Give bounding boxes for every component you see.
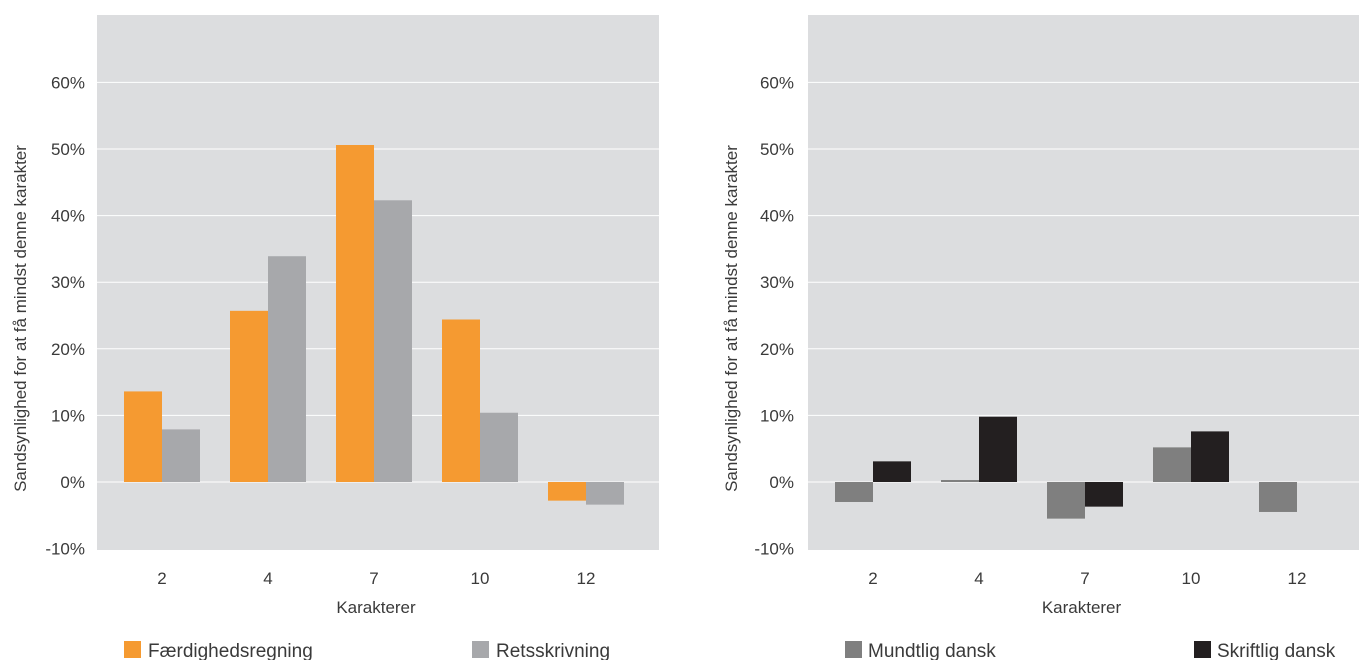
bar: [230, 310, 268, 482]
bar: [336, 145, 374, 482]
legend-label: Skriftlig dansk: [1217, 641, 1336, 660]
x-tick-label: 2: [868, 569, 877, 588]
x-tick-label: 7: [369, 569, 378, 588]
y-axis-title: Sandsynlighed for at få mindst denne kar…: [722, 145, 741, 492]
y-tick-label: -10%: [754, 540, 794, 559]
x-tick-label: 12: [1288, 569, 1307, 588]
y-tick-label: 50%: [51, 140, 85, 159]
chart-2: -10% 0% 10% 20% 30% 40% 50% 60% 2 4 7 10 12 Karaktere…: [722, 15, 1359, 660]
y-tick-label: 10%: [760, 406, 794, 425]
x-tick-label: 2: [157, 569, 166, 588]
y-tick-label: 40%: [760, 207, 794, 226]
bar: [442, 319, 480, 482]
x-tick-label: 10: [471, 569, 490, 588]
y-tick-label: 40%: [51, 207, 85, 226]
legend-swatch: [472, 641, 489, 658]
bar: [480, 412, 518, 482]
bar: [873, 461, 911, 482]
y-tick-label: 0%: [769, 473, 794, 492]
y-tick-label: -10%: [45, 540, 85, 559]
x-tick-label: 7: [1080, 569, 1089, 588]
y-tick-label: 20%: [760, 340, 794, 359]
y-tick-label: 0%: [60, 473, 85, 492]
bar: [979, 416, 1017, 482]
bar: [1085, 482, 1123, 507]
bar: [1191, 431, 1229, 482]
bar: [835, 482, 873, 502]
x-tick-label: 12: [577, 569, 596, 588]
y-axis-title: Sandsynlighed for at få mindst denne kar…: [11, 145, 30, 492]
y-tick-label: 20%: [51, 340, 85, 359]
bar: [941, 480, 979, 482]
bar: [1153, 447, 1191, 482]
legend-label: Færdighedsregning: [148, 641, 313, 660]
bar: [268, 256, 306, 482]
x-axis-title: Karakterer: [336, 598, 416, 617]
chart-1: -10% 0% 10% 20% 30% 40% 50% 60% 2 4 7 10 12 Karaktere…: [11, 15, 659, 660]
y-tick-label: 60%: [51, 73, 85, 92]
legend-label: Retsskrivning: [496, 641, 610, 660]
bar: [548, 482, 586, 501]
bar: [374, 200, 412, 483]
y-tick-label: 30%: [51, 273, 85, 292]
y-tick-label: 30%: [760, 273, 794, 292]
bar: [586, 482, 624, 505]
legend-swatch: [845, 641, 862, 658]
legend-label: Mundtlig dansk: [868, 641, 996, 660]
y-tick-label: 10%: [51, 406, 85, 425]
x-axis-title: Karakterer: [1042, 598, 1122, 617]
y-tick-label: 60%: [760, 73, 794, 92]
bar: [124, 391, 162, 482]
y-tick-label: 50%: [760, 140, 794, 159]
bar: [1259, 482, 1297, 512]
x-tick-label: 4: [263, 569, 272, 588]
x-tick-label: 10: [1182, 569, 1201, 588]
legend-swatch: [1194, 641, 1211, 658]
x-tick-label: 4: [974, 569, 983, 588]
bar: [162, 429, 200, 482]
bar: [1047, 482, 1085, 519]
legend-swatch: [124, 641, 141, 658]
